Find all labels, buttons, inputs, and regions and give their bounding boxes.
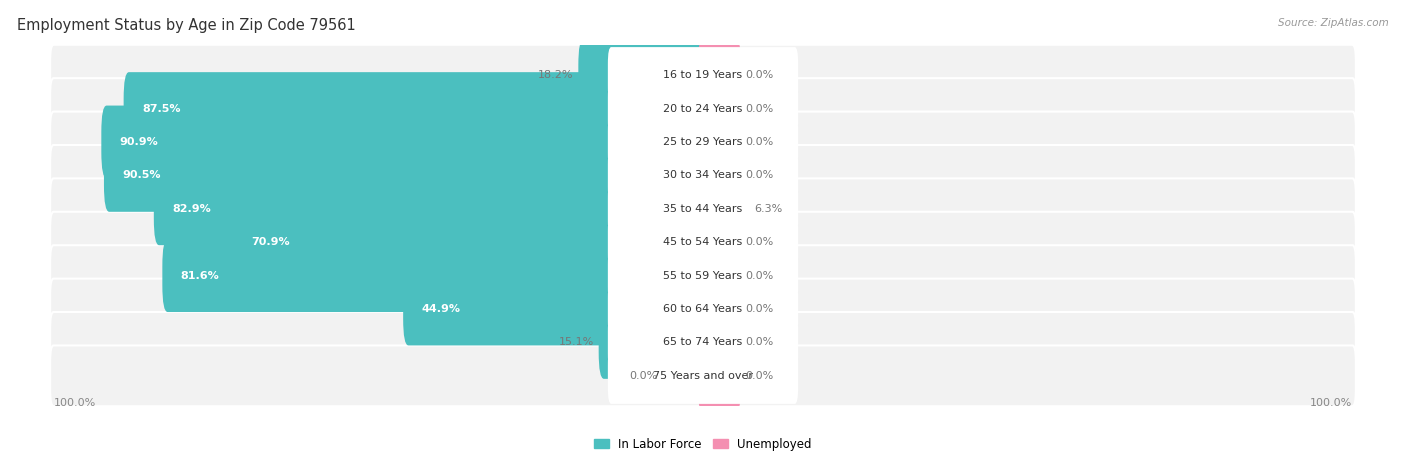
- FancyBboxPatch shape: [51, 245, 1355, 306]
- FancyBboxPatch shape: [697, 72, 741, 145]
- Text: 0.0%: 0.0%: [745, 237, 773, 247]
- Text: 0.0%: 0.0%: [745, 104, 773, 114]
- Text: 70.9%: 70.9%: [250, 237, 290, 247]
- FancyBboxPatch shape: [697, 306, 741, 379]
- Text: 75 Years and over: 75 Years and over: [652, 371, 754, 381]
- FancyBboxPatch shape: [51, 78, 1355, 139]
- FancyBboxPatch shape: [232, 206, 709, 279]
- FancyBboxPatch shape: [101, 106, 709, 179]
- FancyBboxPatch shape: [51, 179, 1355, 239]
- FancyBboxPatch shape: [404, 272, 709, 345]
- FancyBboxPatch shape: [607, 81, 799, 137]
- Text: 65 to 74 Years: 65 to 74 Years: [664, 337, 742, 347]
- FancyBboxPatch shape: [51, 312, 1355, 373]
- Text: Employment Status by Age in Zip Code 79561: Employment Status by Age in Zip Code 795…: [17, 18, 356, 33]
- FancyBboxPatch shape: [578, 39, 709, 111]
- FancyBboxPatch shape: [607, 47, 799, 103]
- Text: 100.0%: 100.0%: [53, 398, 96, 408]
- FancyBboxPatch shape: [599, 306, 709, 379]
- FancyBboxPatch shape: [51, 111, 1355, 172]
- FancyBboxPatch shape: [607, 114, 799, 170]
- Text: 18.2%: 18.2%: [538, 70, 574, 80]
- FancyBboxPatch shape: [607, 248, 799, 304]
- Text: 0.0%: 0.0%: [745, 371, 773, 381]
- Text: 100.0%: 100.0%: [1310, 398, 1353, 408]
- FancyBboxPatch shape: [697, 39, 741, 111]
- FancyBboxPatch shape: [697, 172, 749, 245]
- Text: 55 to 59 Years: 55 to 59 Years: [664, 271, 742, 281]
- FancyBboxPatch shape: [51, 145, 1355, 206]
- FancyBboxPatch shape: [697, 239, 741, 312]
- FancyBboxPatch shape: [124, 72, 709, 145]
- FancyBboxPatch shape: [607, 314, 799, 370]
- Text: 0.0%: 0.0%: [628, 371, 657, 381]
- Text: 6.3%: 6.3%: [754, 204, 782, 214]
- Text: 87.5%: 87.5%: [142, 104, 180, 114]
- FancyBboxPatch shape: [607, 281, 799, 337]
- FancyBboxPatch shape: [51, 345, 1355, 406]
- FancyBboxPatch shape: [51, 45, 1355, 106]
- Text: 0.0%: 0.0%: [745, 271, 773, 281]
- Text: 0.0%: 0.0%: [745, 304, 773, 314]
- FancyBboxPatch shape: [51, 212, 1355, 272]
- Text: 20 to 24 Years: 20 to 24 Years: [664, 104, 742, 114]
- Text: 0.0%: 0.0%: [745, 70, 773, 80]
- FancyBboxPatch shape: [607, 214, 799, 270]
- Text: 35 to 44 Years: 35 to 44 Years: [664, 204, 742, 214]
- Text: 90.9%: 90.9%: [120, 137, 159, 147]
- Legend: In Labor Force, Unemployed: In Labor Force, Unemployed: [595, 437, 811, 451]
- FancyBboxPatch shape: [697, 272, 741, 345]
- FancyBboxPatch shape: [104, 139, 709, 212]
- Text: 81.6%: 81.6%: [181, 271, 219, 281]
- FancyBboxPatch shape: [607, 348, 799, 404]
- FancyBboxPatch shape: [697, 139, 741, 212]
- FancyBboxPatch shape: [697, 340, 741, 412]
- FancyBboxPatch shape: [51, 279, 1355, 340]
- Text: 25 to 29 Years: 25 to 29 Years: [664, 137, 742, 147]
- Text: 0.0%: 0.0%: [745, 337, 773, 347]
- Text: 60 to 64 Years: 60 to 64 Years: [664, 304, 742, 314]
- Text: 82.9%: 82.9%: [172, 204, 211, 214]
- Text: 30 to 34 Years: 30 to 34 Years: [664, 170, 742, 180]
- Text: 45 to 54 Years: 45 to 54 Years: [664, 237, 742, 247]
- Text: 0.0%: 0.0%: [745, 170, 773, 180]
- Text: 44.9%: 44.9%: [422, 304, 461, 314]
- FancyBboxPatch shape: [697, 206, 741, 279]
- Text: 16 to 19 Years: 16 to 19 Years: [664, 70, 742, 80]
- Text: 15.1%: 15.1%: [558, 337, 595, 347]
- FancyBboxPatch shape: [153, 172, 709, 245]
- Text: 90.5%: 90.5%: [122, 170, 160, 180]
- FancyBboxPatch shape: [697, 106, 741, 179]
- FancyBboxPatch shape: [162, 239, 709, 312]
- Text: 0.0%: 0.0%: [745, 137, 773, 147]
- FancyBboxPatch shape: [607, 147, 799, 203]
- Text: Source: ZipAtlas.com: Source: ZipAtlas.com: [1278, 18, 1389, 28]
- FancyBboxPatch shape: [607, 181, 799, 237]
